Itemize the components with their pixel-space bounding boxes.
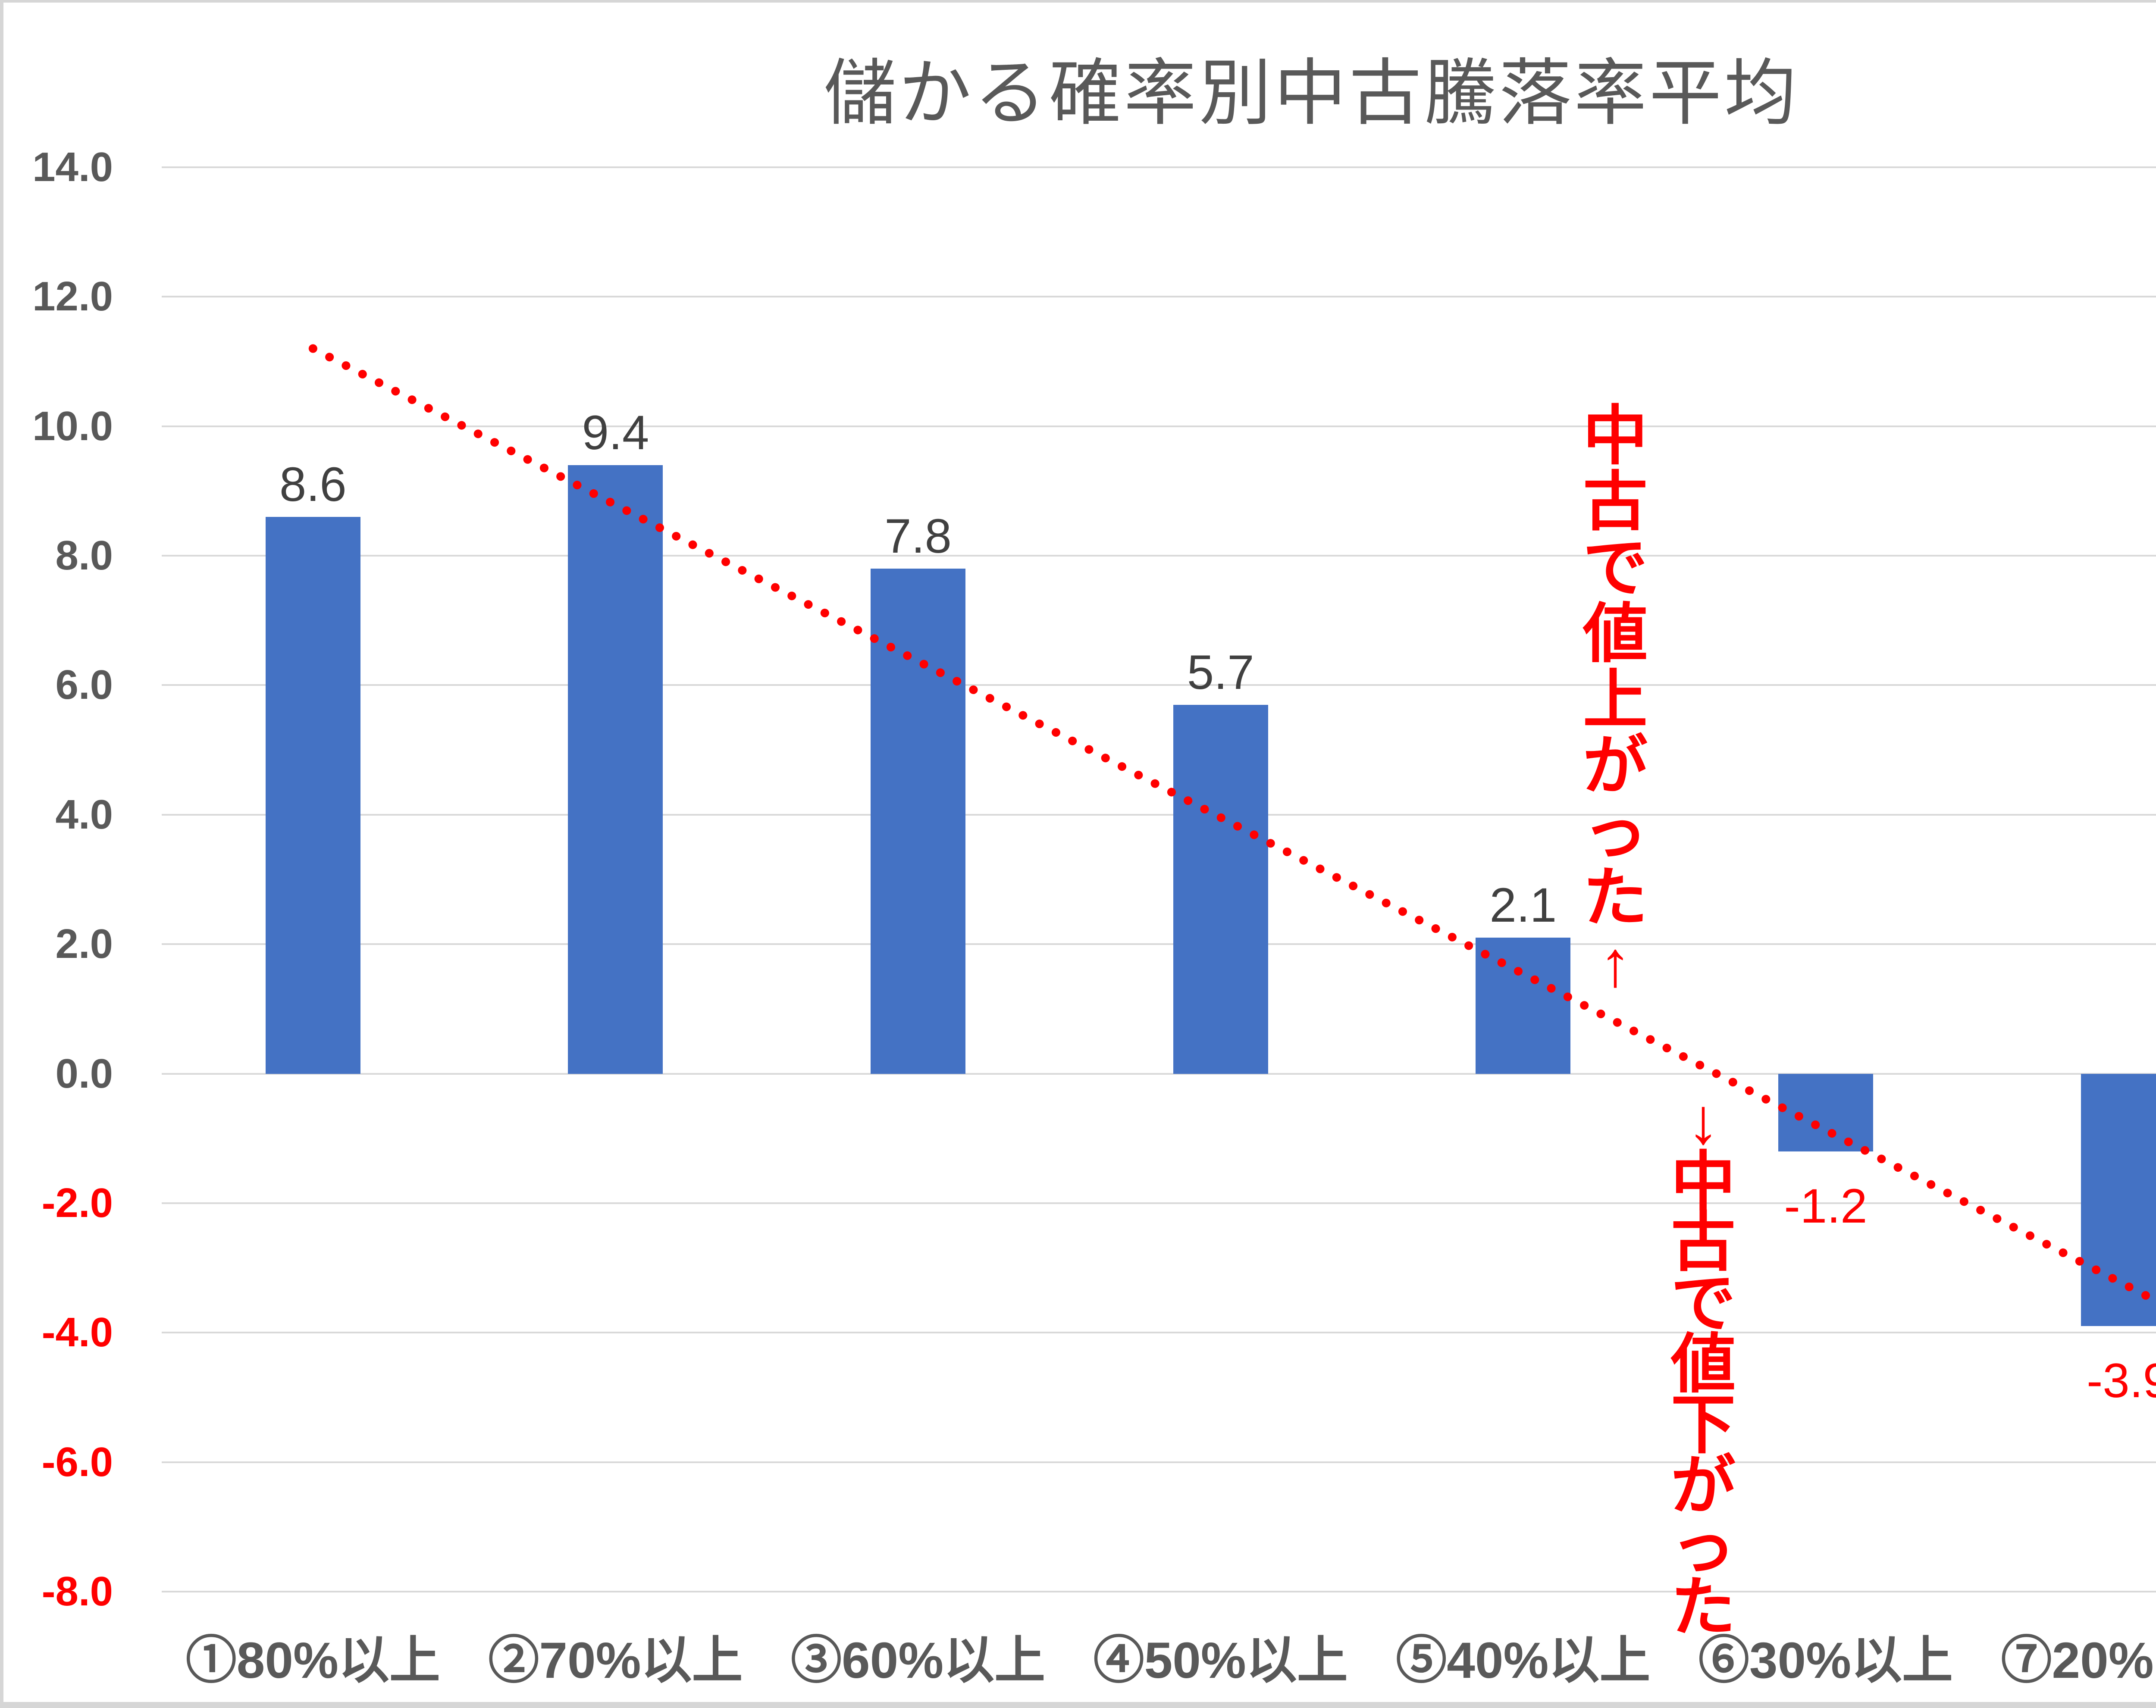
y-axis-tick-label: 10.0 bbox=[32, 403, 113, 449]
annotation-char: で bbox=[1583, 532, 1648, 604]
gridline bbox=[162, 425, 2156, 427]
x-axis-category-label: ②70%以上 bbox=[488, 1632, 743, 1689]
x-axis-category-label: ④50%以上 bbox=[1093, 1632, 1348, 1689]
annotation-char: っ bbox=[1583, 795, 1648, 868]
bar-value-label: 8.6 bbox=[279, 457, 347, 511]
annotation-char: 値 bbox=[1670, 1328, 1736, 1400]
chart-title: 儲かる確率別中古騰落率平均 bbox=[824, 53, 1799, 134]
y-axis-tick-label: -8.0 bbox=[41, 1568, 113, 1614]
bar-value-label: 5.7 bbox=[1187, 645, 1254, 699]
bar bbox=[2081, 1073, 2156, 1326]
gridline bbox=[162, 684, 2156, 686]
y-axis-tick-label: 12.0 bbox=[32, 273, 113, 320]
bar-value-label: 9.4 bbox=[582, 405, 649, 460]
annotation-char: た bbox=[1670, 1571, 1736, 1643]
x-axis-category-label: ⑥30%以上 bbox=[1698, 1632, 1953, 1689]
y-axis-tick-label: 4.0 bbox=[55, 791, 113, 838]
annotation-char: た bbox=[1583, 861, 1648, 934]
gridline bbox=[162, 296, 2156, 298]
y-axis-tick-label: 0.0 bbox=[55, 1050, 113, 1097]
x-axis-category-label: ③60%以上 bbox=[790, 1632, 1046, 1689]
annotation-char: 下 bbox=[1670, 1389, 1736, 1461]
y-axis-tick-label: 8.0 bbox=[55, 532, 113, 579]
gridline bbox=[162, 943, 2156, 945]
gridline bbox=[162, 813, 2156, 816]
annotation-char: 上 bbox=[1583, 663, 1648, 736]
page-border-bottom bbox=[0, 1702, 2156, 1708]
annotation-char: が bbox=[1670, 1449, 1736, 1522]
x-axis-category-label: ⑤40%以上 bbox=[1396, 1632, 1651, 1689]
bar-value-label: 2.1 bbox=[1489, 878, 1557, 932]
gridline bbox=[162, 166, 2156, 168]
annotation-char: ↑ bbox=[1599, 927, 1632, 1000]
page-border-left bbox=[0, 0, 3, 1708]
annotation-char: 中 bbox=[1583, 400, 1648, 472]
gridline bbox=[162, 555, 2156, 557]
bar-value-label: -1.2 bbox=[1784, 1179, 1868, 1233]
y-axis-tick-label: 6.0 bbox=[55, 662, 113, 708]
page-border-top bbox=[0, 0, 2156, 3]
bar bbox=[871, 569, 966, 1074]
bar bbox=[265, 516, 360, 1074]
annotation-char: で bbox=[1670, 1267, 1736, 1339]
annotation-char: ↓ bbox=[1687, 1085, 1720, 1157]
y-axis-tick-label: -6.0 bbox=[41, 1439, 113, 1485]
x-axis-category-label: ①80%以上 bbox=[185, 1632, 440, 1689]
bar-value-label: 7.8 bbox=[884, 509, 952, 563]
trendline bbox=[308, 344, 2156, 1306]
bar-value-label: -3.9 bbox=[2087, 1354, 2156, 1408]
annotation-char: 古 bbox=[1670, 1206, 1736, 1279]
bar bbox=[1778, 1073, 1873, 1151]
annotation-char: っ bbox=[1670, 1510, 1736, 1583]
y-axis-tick-label: 14.0 bbox=[32, 144, 113, 190]
y-axis-tick-label: -4.0 bbox=[41, 1309, 113, 1356]
gridline bbox=[162, 1332, 2156, 1334]
annotation-char: 中 bbox=[1670, 1145, 1736, 1218]
y-axis-tick-label: 2.0 bbox=[55, 921, 113, 967]
annotation-char: 値 bbox=[1583, 597, 1648, 670]
gridline bbox=[162, 1073, 2156, 1075]
annotation-char: 古 bbox=[1583, 466, 1648, 538]
annotation-price-up: 中古で値上がった ↑ bbox=[1581, 403, 1650, 997]
gridline bbox=[162, 1461, 2156, 1463]
x-axis-category-label: ⑦20%以上 bbox=[2001, 1632, 2156, 1689]
y-axis-tick-label: -2.0 bbox=[41, 1179, 113, 1226]
annotation-price-down: ↓ 中古で値下がった bbox=[1669, 1085, 1738, 1643]
annotation-char: が bbox=[1583, 729, 1648, 802]
bar bbox=[1173, 704, 1268, 1074]
bar bbox=[568, 465, 663, 1074]
gridline bbox=[162, 1202, 2156, 1204]
bar bbox=[1476, 938, 1571, 1074]
gridline bbox=[162, 1591, 2156, 1592]
